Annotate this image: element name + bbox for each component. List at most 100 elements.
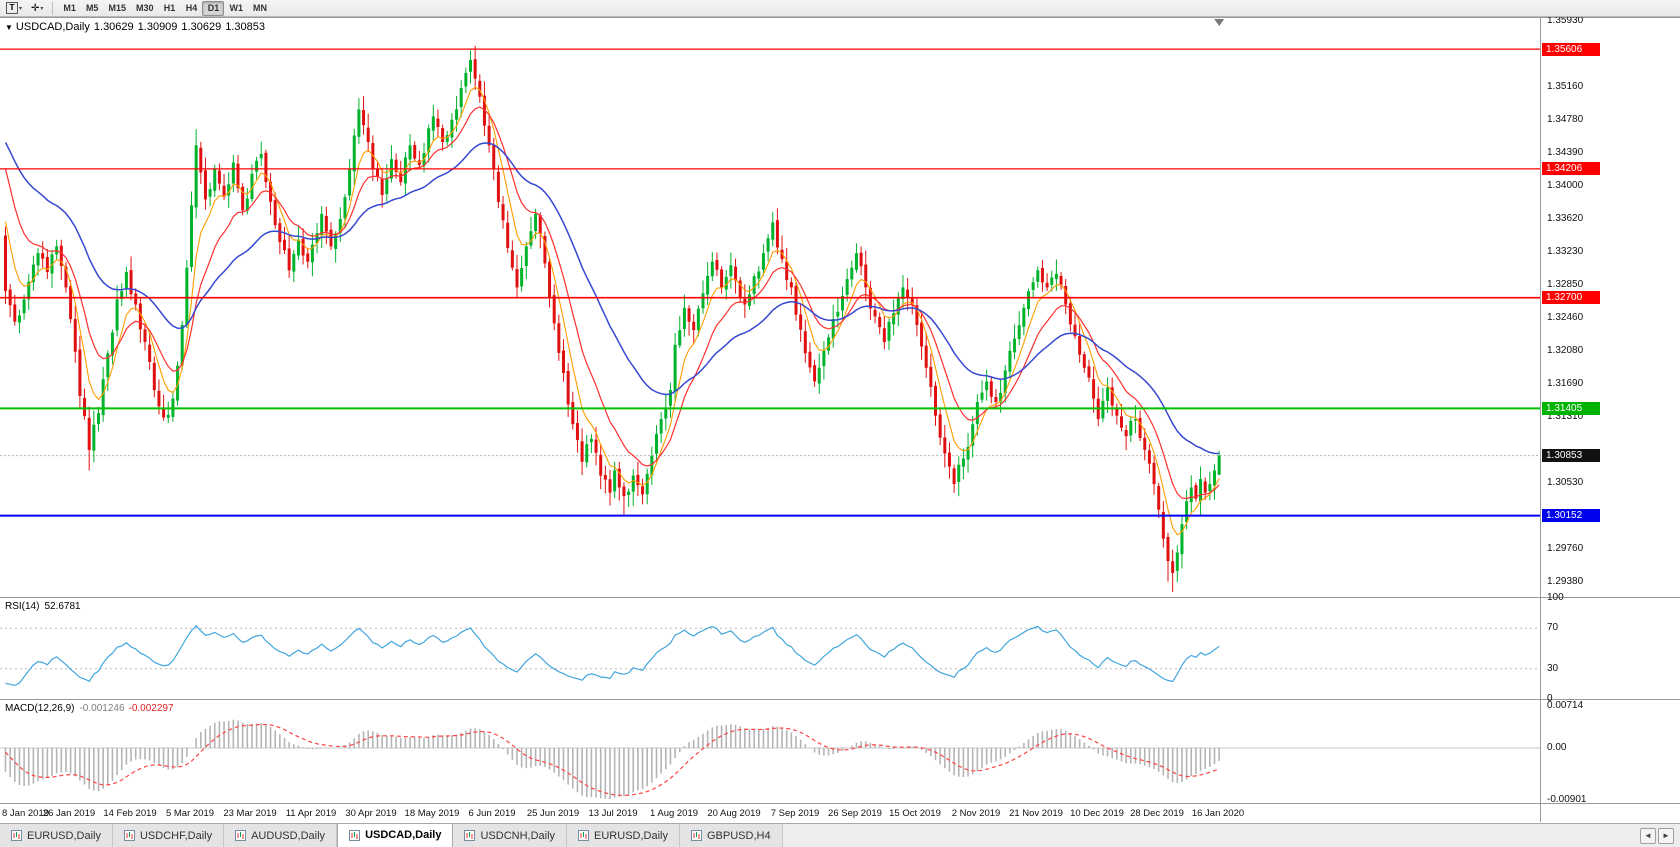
chart-tab-label: USDCNH,Daily — [480, 829, 556, 842]
tab-scroll-left-button[interactable]: ◄ — [1640, 827, 1656, 844]
price-axis-label: 1.33230 — [1547, 246, 1584, 257]
price-level-badge: 1.31405 — [1542, 402, 1600, 415]
time-axis-label: 26 Sep 2019 — [828, 808, 882, 819]
rsi-value: 52.6781 — [44, 601, 81, 612]
price-level-badge: 1.34206 — [1542, 162, 1600, 175]
timeframe-buttons: M1 M5 M15 M30 H1 H4 D1 W1 MN — [58, 0, 272, 16]
macd-scale-label: -0.00901 — [1547, 794, 1587, 805]
chart-ohlc-header: ▼ USDCAD,Daily 1.30629 1.30909 1.30629 1.3085… — [5, 21, 269, 33]
price-axis-label: 1.29380 — [1547, 576, 1584, 587]
timeframe-button-w1[interactable]: W1 — [224, 1, 248, 16]
price-axis-label: 1.35930 — [1547, 15, 1584, 26]
time-axis-label: 14 Feb 2019 — [103, 808, 157, 819]
timeframe-button-mn[interactable]: MN — [248, 1, 272, 16]
chart-tab-eurusd-daily[interactable]: EURUSD,Daily — [567, 824, 680, 847]
time-axis-label: 1 Aug 2019 — [649, 808, 699, 819]
toolbar-separator — [52, 1, 54, 15]
chart-tab-icon — [349, 829, 361, 841]
price-axis-label: 1.30530 — [1547, 477, 1584, 488]
rsi-indicator-label: RSI(14) 52.6781 — [5, 601, 81, 612]
time-axis-label: 6 Jun 2019 — [468, 808, 516, 819]
timeframe-button-h1[interactable]: H1 — [158, 1, 180, 16]
macd-indicator-label: MACD(12,26,9) -0.001246 -0.002297 — [5, 703, 174, 714]
time-axis-label: 7 Sep 2019 — [770, 808, 820, 819]
time-axis-label: 13 Jul 2019 — [588, 808, 638, 819]
chart-tab-usdcad-daily[interactable]: USDCAD,Daily — [337, 824, 454, 847]
price-axis-label: 1.31690 — [1547, 378, 1584, 389]
timeframe-button-h4[interactable]: H4 — [180, 1, 202, 16]
price-axis-label: 1.34000 — [1547, 180, 1584, 191]
tab-scroll-right-button[interactable]: ► — [1658, 827, 1674, 844]
chart-tab-icon — [578, 830, 590, 841]
chart-tabs-bar: EURUSD,Daily USDCHF,Daily AUDUSD,Daily USDC… — [0, 823, 1680, 847]
ohlc-open: 1.30629 — [93, 21, 134, 33]
chart-tab-usdchf-daily[interactable]: USDCHF,Daily — [112, 824, 225, 847]
macd-scale-label: 0.00714 — [1547, 700, 1584, 711]
rsi-title: RSI(14) — [5, 601, 40, 612]
chart-tab-audusd-daily[interactable]: AUDUSD,Daily — [224, 824, 338, 847]
chevron-down-icon: ▾ — [40, 5, 44, 12]
macd-signal-value: -0.002297 — [128, 703, 174, 714]
symbol-dropdown-icon[interactable]: ▼ — [5, 23, 13, 32]
time-axis-label: 10 Dec 2019 — [1070, 808, 1124, 819]
crosshair-icon: ✛ — [31, 2, 40, 14]
time-axis-label: 15 Oct 2019 — [889, 808, 941, 819]
rsi-scale-label: 100 — [1547, 592, 1564, 603]
timeframe-button-m30[interactable]: M30 — [131, 1, 159, 16]
chart-tab-label: EURUSD,Daily — [27, 829, 101, 842]
chart-tab-label: USDCAD,Daily — [365, 829, 442, 841]
text-tool-icon: T — [6, 2, 18, 14]
chart-tab-label: USDCHF,Daily — [139, 829, 213, 842]
chart-tab-gbpusd-h4[interactable]: GBPUSD,H4 — [680, 824, 783, 847]
macd-scale-label: 0.00 — [1547, 742, 1567, 753]
time-axis-label: 21 Nov 2019 — [1009, 808, 1063, 819]
chart-tab-icon — [11, 830, 22, 841]
chart-tab-label: AUDUSD,Daily — [251, 829, 326, 842]
timeframe-button-m15[interactable]: M15 — [103, 1, 131, 16]
chart-tab-label: GBPUSD,H4 — [707, 829, 771, 842]
time-axis-label: 11 Apr 2019 — [285, 808, 337, 819]
timeframe-button-m5[interactable]: M5 — [81, 1, 104, 16]
time-axis-label: 5 Mar 2019 — [165, 808, 215, 819]
price-axis-label: 1.32080 — [1547, 345, 1584, 356]
rsi-scale-label: 30 — [1547, 663, 1559, 674]
chart-tab-eurusd-daily[interactable]: EURUSD,Daily — [0, 824, 113, 847]
ohlc-low: 1.30629 — [181, 21, 222, 33]
time-axis-label: 30 Apr 2019 — [345, 808, 397, 819]
price-axis-label: 1.29760 — [1547, 543, 1584, 554]
price-axis-label: 1.32850 — [1547, 279, 1584, 290]
ohlc-close: 1.30853 — [225, 21, 265, 33]
chart-tab-icon — [123, 830, 135, 841]
price-chart-canvas[interactable] — [0, 0, 1680, 823]
price-axis-label: 1.34390 — [1547, 147, 1584, 158]
time-axis-label: 20 Aug 2019 — [707, 808, 761, 819]
timeframe-button-d1[interactable]: D1 — [202, 0, 225, 16]
price-level-badge: 1.30853 — [1542, 449, 1600, 462]
chart-tab-usdcnh-daily[interactable]: USDCNH,Daily — [453, 824, 568, 847]
time-axis-label: 2 Nov 2019 — [951, 808, 1001, 819]
time-axis-label: 18 May 2019 — [404, 808, 460, 819]
time-axis-label: 23 Mar 2019 — [223, 808, 277, 819]
price-axis-label: 1.32460 — [1547, 312, 1584, 323]
price-level-badge: 1.35606 — [1542, 43, 1600, 56]
macd-main-value: -0.001246 — [79, 703, 125, 714]
chart-shift-marker — [1214, 19, 1225, 26]
price-axis-label: 1.34780 — [1547, 114, 1584, 125]
chart-tabs: EURUSD,Daily USDCHF,Daily AUDUSD,Daily USDC… — [0, 824, 1634, 847]
crosshair-tool-button[interactable]: ✛ ▾ — [27, 1, 47, 16]
macd-title: MACD(12,26,9) — [5, 703, 75, 714]
timeframe-toolbar: T ▾ ✛ ▾ M1 M5 M15 M30 H1 H4 D1 W1 MN — [0, 0, 1680, 17]
rsi-scale-label: 0 — [1547, 693, 1553, 704]
tab-navigation: ◄ ► — [1634, 824, 1680, 847]
ohlc-high: 1.30909 — [137, 21, 178, 33]
price-axis-label: 1.35160 — [1547, 81, 1584, 92]
time-axis-label: 8 Jan 2019 — [2, 808, 50, 819]
chart-tab-icon — [691, 830, 702, 841]
chevron-down-icon: ▾ — [19, 5, 23, 12]
price-level-badge: 1.32700 — [1542, 291, 1600, 304]
price-level-badge: 1.30152 — [1542, 509, 1600, 522]
text-tool-button[interactable]: T ▾ — [2, 1, 26, 16]
price-axis-label: 1.31310 — [1547, 411, 1584, 422]
timeframe-button-m1[interactable]: M1 — [58, 1, 81, 16]
